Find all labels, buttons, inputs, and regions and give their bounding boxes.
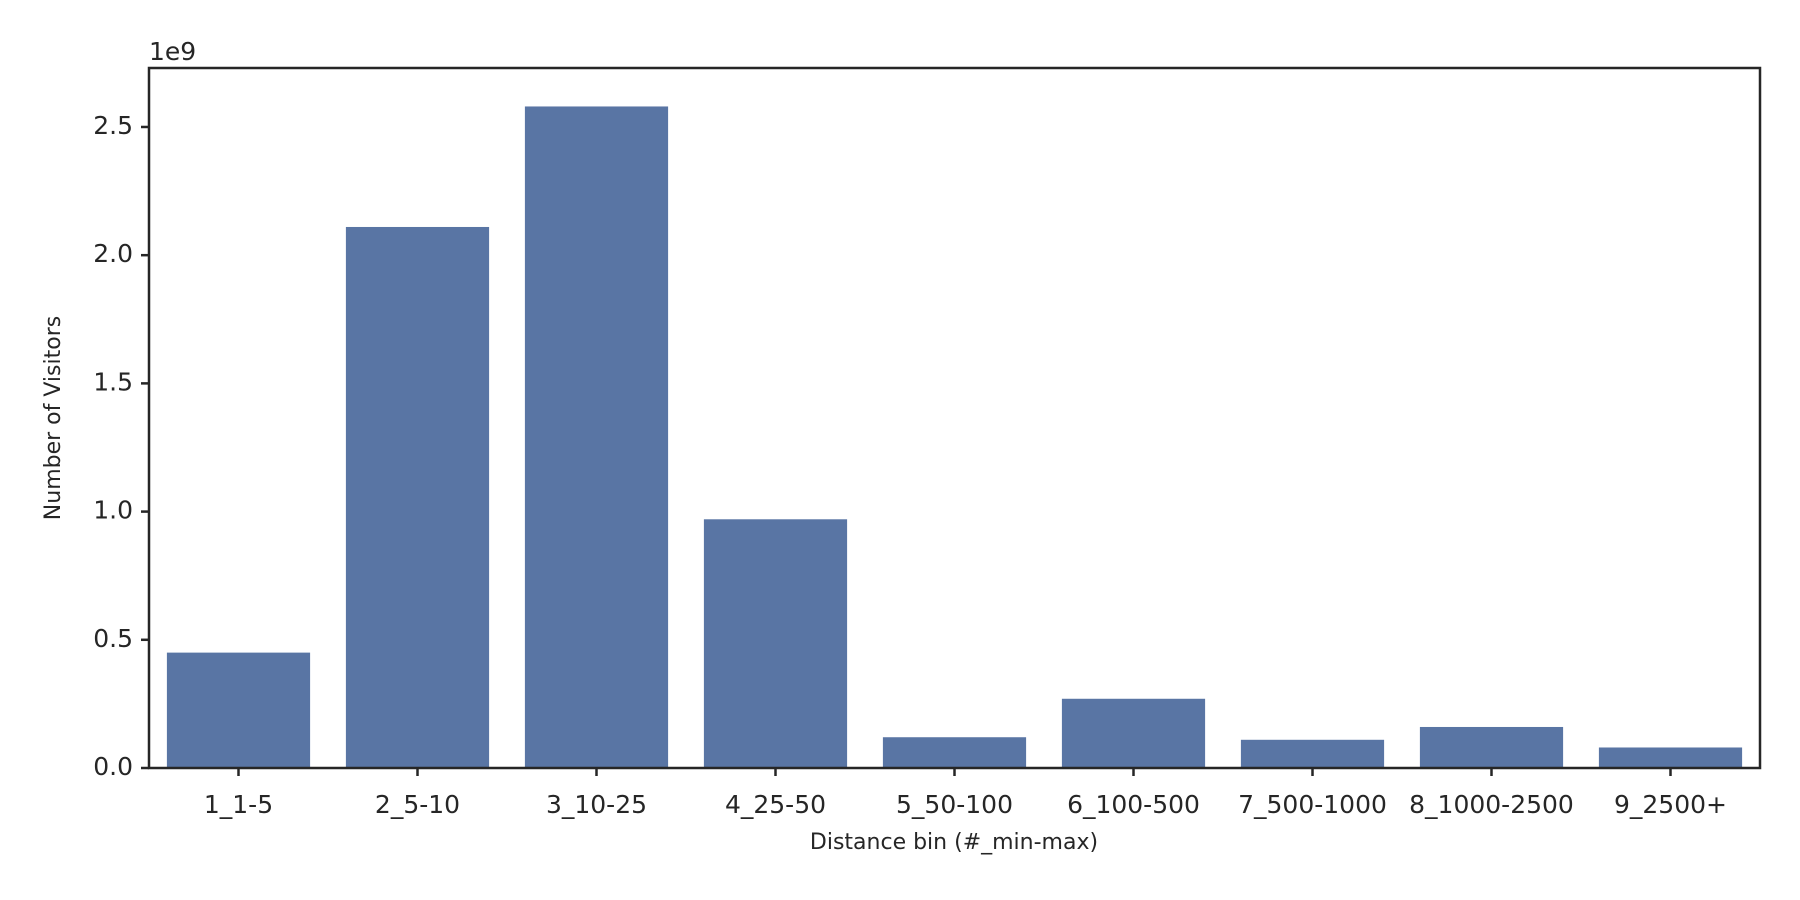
x-tick-label: 5_50-100: [896, 790, 1013, 819]
bar: [1061, 698, 1206, 768]
bar: [1419, 726, 1564, 768]
bar: [524, 106, 669, 768]
y-tick-label: 2.0: [93, 239, 133, 268]
bar: [345, 226, 490, 768]
x-tick-label: 9_2500+: [1614, 790, 1727, 819]
x-tick-label: 4_25-50: [725, 790, 826, 819]
x-tick-label: 2_5-10: [375, 790, 460, 819]
x-tick-label: 1_1-5: [204, 790, 273, 819]
y-axis-label: Number of Visitors: [41, 316, 66, 520]
bar: [1598, 747, 1743, 768]
bar: [1240, 739, 1385, 768]
bar: [703, 519, 848, 768]
x-tick-label: 8_1000-2500: [1409, 790, 1574, 819]
y-tick-label: 1.0: [93, 496, 133, 525]
x-tick-label: 3_10-25: [546, 790, 647, 819]
bar: [166, 652, 311, 768]
bar: [882, 737, 1027, 768]
x-tick-label: 6_100-500: [1067, 790, 1200, 819]
x-axis-label: Distance bin (#_min-max): [810, 830, 1098, 855]
y-tick-label: 0.0: [93, 752, 133, 781]
y-offset-label: 1e9: [149, 37, 196, 66]
plot-frame: [147, 66, 1762, 770]
y-tick-label: 0.5: [93, 624, 133, 653]
x-tick-label: 7_500-1000: [1238, 790, 1387, 819]
y-tick-label: 1.5: [93, 367, 133, 396]
y-tick-label: 2.5: [93, 111, 133, 140]
